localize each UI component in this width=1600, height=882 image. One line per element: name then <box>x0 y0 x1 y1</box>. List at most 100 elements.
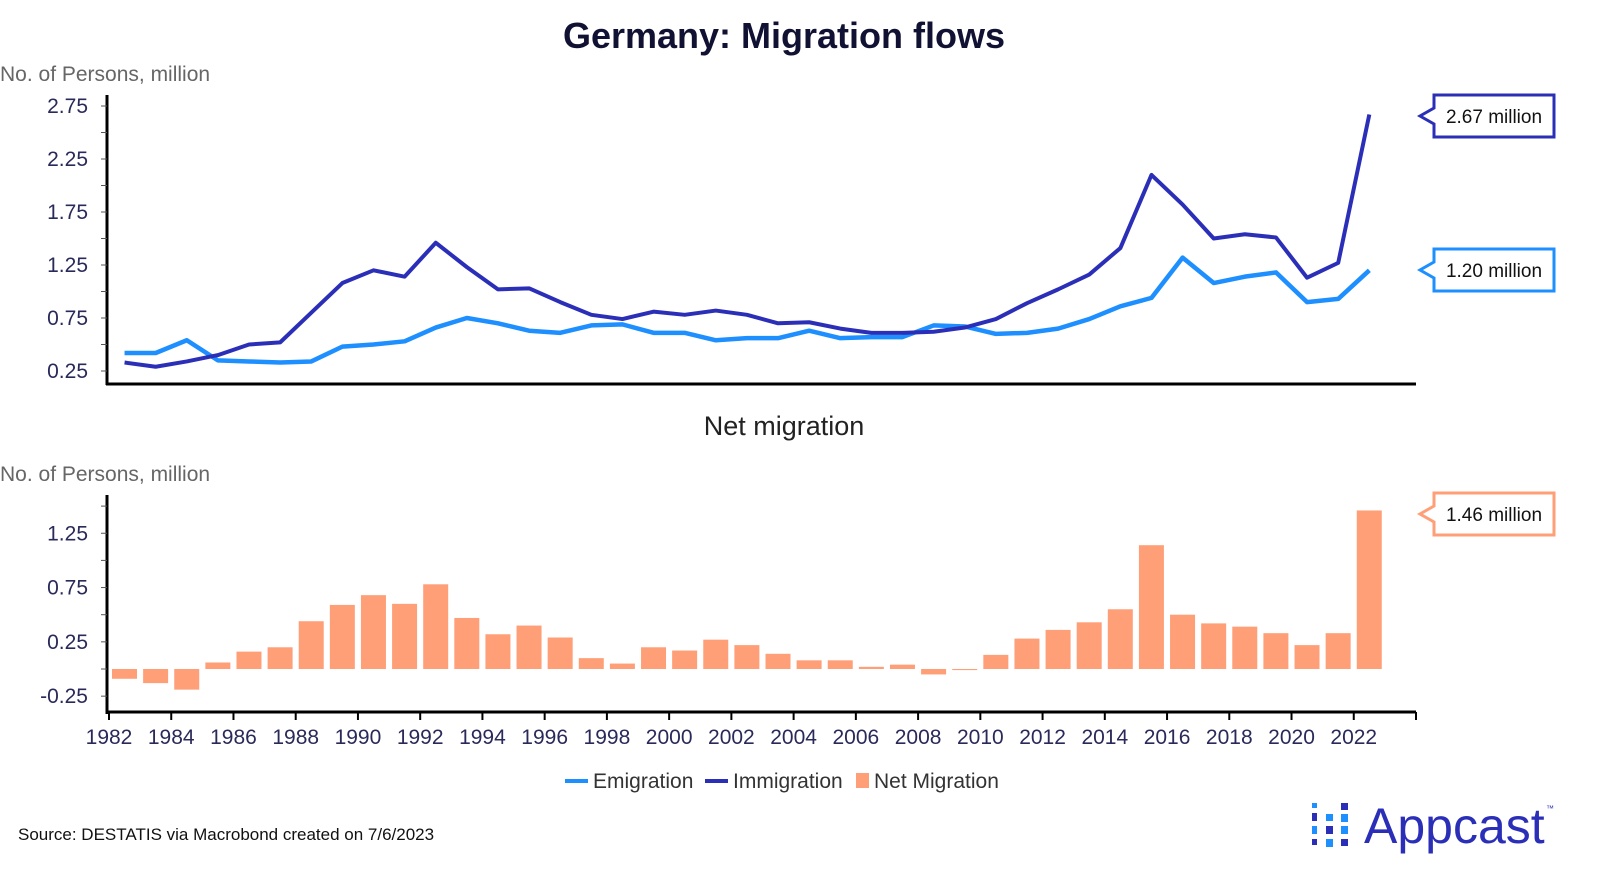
value-callout: 2.67 million <box>1416 93 1556 139</box>
bar-2001 <box>703 639 729 669</box>
x-tick-label: 1996 <box>521 726 568 749</box>
series-line-immigration <box>124 114 1372 369</box>
x-tick-label: 1990 <box>335 726 382 749</box>
bar-2014 <box>1107 609 1133 669</box>
bar-2017 <box>1201 623 1227 669</box>
legend-net-migration: Net Migration <box>874 770 999 793</box>
top-y-tick-label: 0.75 <box>47 307 88 330</box>
bar-2018 <box>1232 626 1258 669</box>
bar-2020 <box>1294 645 1320 669</box>
bar-1983 <box>143 669 169 684</box>
chart-title: Germany: Migration flows <box>563 15 1005 56</box>
x-tick-label: 2016 <box>1144 726 1191 749</box>
top-y-tick-label: 2.25 <box>47 148 88 171</box>
bottom-y-tick-label: 1.25 <box>47 522 88 545</box>
bottom-chart-title: Net migration <box>704 411 865 441</box>
bar-2011 <box>1014 638 1040 669</box>
logo-text: Appcast <box>1364 798 1545 854</box>
bar-1996 <box>547 637 573 669</box>
source-note: Source: DESTATIS via Macrobond created o… <box>18 825 434 844</box>
x-tick-label: 2010 <box>957 726 1004 749</box>
bar-2009 <box>952 669 978 671</box>
top-y-tick-label: 0.25 <box>47 360 88 383</box>
bar-1982 <box>112 669 137 679</box>
bar-2005 <box>827 660 853 669</box>
bar-1993 <box>454 617 480 669</box>
bar-2004 <box>796 660 822 669</box>
bar-1999 <box>641 647 667 669</box>
x-tick-label: 2012 <box>1019 726 1066 749</box>
net-migration-bars <box>112 510 1382 690</box>
bar-2000 <box>672 650 698 669</box>
top-y-axis-label: No. of Persons, million <box>0 63 210 86</box>
logo-dots-icon <box>1312 803 1348 847</box>
bar-2002 <box>734 645 760 669</box>
legend: Emigration Immigration Net Migration <box>565 770 999 793</box>
callout-box <box>1416 247 1556 293</box>
top-y-tick-label: 1.75 <box>47 201 88 224</box>
bar-2022 <box>1356 510 1382 669</box>
x-tick-label: 2018 <box>1206 726 1253 749</box>
legend-net-swatch <box>856 773 869 788</box>
x-tick-label: 2014 <box>1081 726 1128 749</box>
callout-box <box>1416 93 1556 139</box>
bar-1990 <box>360 595 386 669</box>
callouts: 2.67 million 1.20 million 1.46 million <box>1416 93 1556 537</box>
bar-2006 <box>858 666 884 669</box>
callout-label: 1.46 million <box>1446 505 1542 526</box>
callout-box <box>1416 491 1556 537</box>
appcast-logo: Appcast ™ <box>1312 798 1554 854</box>
bar-1984 <box>174 669 200 690</box>
x-tick-label: 1998 <box>584 726 631 749</box>
bar-1995 <box>516 625 542 669</box>
bottom-y-tick-label: 0.75 <box>47 577 88 600</box>
legend-immigration: Immigration <box>733 770 843 793</box>
bar-1987 <box>267 647 293 669</box>
bar-2021 <box>1325 633 1351 669</box>
bottom-y-axis-label: No. of Persons, million <box>0 463 210 486</box>
x-tick-label: 2020 <box>1268 726 1315 749</box>
bottom-y-tick-label: -0.25 <box>40 685 88 708</box>
bottom-y-tick-label: 0.25 <box>47 631 88 654</box>
x-tick-label: 2008 <box>895 726 942 749</box>
x-tick-label: 2002 <box>708 726 755 749</box>
top-axes: 0.25 0.75 1.25 1.75 2.25 2.75 <box>47 95 1416 386</box>
bar-2008 <box>921 669 947 675</box>
x-tick-label: 2006 <box>832 726 879 749</box>
bar-1991 <box>392 603 418 669</box>
legend-emigration: Emigration <box>593 770 693 793</box>
bar-2013 <box>1076 622 1102 669</box>
bar-1988 <box>298 621 324 669</box>
x-tick-label: 1992 <box>397 726 444 749</box>
x-tick-label: 2000 <box>646 726 693 749</box>
x-tick-label: 2004 <box>770 726 817 749</box>
bar-2019 <box>1263 633 1289 669</box>
top-y-tick-label: 1.25 <box>47 254 88 277</box>
bar-2016 <box>1170 614 1196 669</box>
top-lines <box>124 114 1372 369</box>
bottom-axes: -0.25 0.25 0.75 1.25 1982 1984 1986 1988 1990 199… <box>40 495 1417 749</box>
bar-2003 <box>765 653 791 669</box>
bar-1985 <box>205 662 231 669</box>
value-callout: 1.20 million <box>1416 247 1556 293</box>
bar-2012 <box>1045 629 1071 669</box>
value-callout: 1.46 million <box>1416 491 1556 537</box>
callout-label: 2.67 million <box>1446 107 1542 128</box>
bar-1997 <box>578 658 604 669</box>
trademark: ™ <box>1546 804 1554 813</box>
x-tick-label: 1994 <box>459 726 506 749</box>
top-y-tick-label: 2.75 <box>47 95 88 118</box>
bar-1998 <box>609 663 635 669</box>
callout-label: 1.20 million <box>1446 261 1542 282</box>
bar-2015 <box>1138 545 1164 669</box>
x-tick-label: 1982 <box>86 726 133 749</box>
bar-1994 <box>485 634 511 669</box>
bar-2010 <box>983 654 1009 669</box>
bar-2007 <box>889 664 915 669</box>
bar-1989 <box>329 604 355 669</box>
x-tick-label: 1984 <box>148 726 195 749</box>
x-tick-label: 2022 <box>1330 726 1377 749</box>
x-tick-label: 1988 <box>272 726 319 749</box>
bar-1986 <box>236 651 262 669</box>
